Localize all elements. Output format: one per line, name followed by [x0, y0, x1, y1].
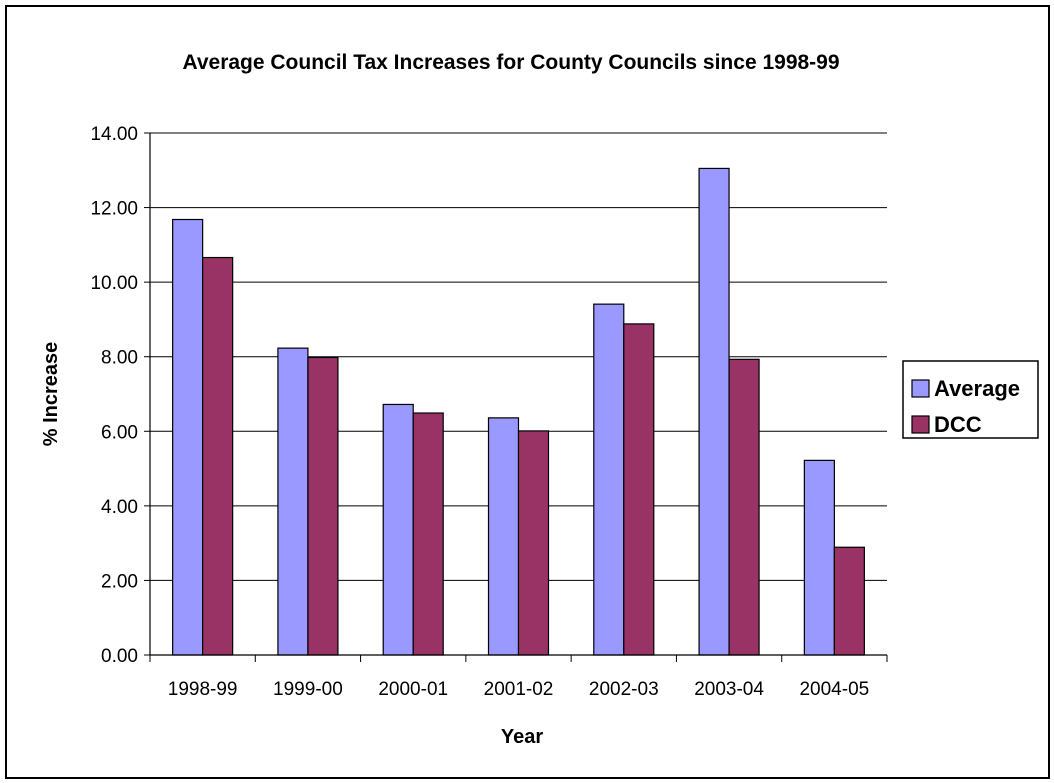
bar-average-1999-00: [277, 347, 309, 656]
legend-label-average: Average: [934, 376, 1020, 401]
x-tick-label: 2003-04: [694, 679, 764, 700]
x-tick-label: 2001-02: [484, 679, 554, 700]
x-axis-label: Year: [501, 726, 543, 748]
legend-swatch-average: [911, 379, 930, 398]
legend-items: Average DCC: [911, 376, 1020, 437]
y-tick-labels: 0.00 2.00 4.00 6.00 8.00 10.00 12.00 14.00: [90, 124, 138, 667]
bar-average-2002-03: [593, 303, 625, 656]
x-tick-labels: 1998-99 1999-00 2000-01 2001-02 2002-03 2003-…: [168, 679, 869, 700]
bar-average-2004-05: [803, 459, 835, 656]
axes: [144, 132, 888, 662]
bar-average-2003-04: [698, 167, 730, 656]
bar-dcc-2002-03: [623, 323, 655, 656]
y-tick-label: 10.00: [90, 273, 138, 294]
gridlines: [150, 132, 887, 581]
bar-dcc-1999-00: [307, 356, 339, 656]
y-tick-label: 2.00: [101, 571, 138, 592]
y-tick-label: 0.00: [101, 646, 138, 667]
x-tick-label: 2002-03: [589, 679, 659, 700]
bar-dcc-2000-01: [412, 412, 444, 656]
x-tick-label: 1999-00: [273, 679, 343, 700]
legend: Average DCC: [902, 360, 1039, 439]
x-tick-label: 2000-01: [378, 679, 448, 700]
y-tick-label: 6.00: [101, 422, 138, 443]
x-tick-label: 1998-99: [168, 679, 238, 700]
bar-average-2000-01: [382, 403, 414, 656]
y-tick-label: 12.00: [90, 199, 138, 220]
legend-swatch-dcc: [911, 415, 930, 434]
bar-average-2001-02: [487, 417, 520, 656]
bar-average-1998-99: [172, 218, 204, 656]
y-tick-label: 8.00: [101, 348, 138, 369]
bar-dcc-2004-05: [833, 546, 865, 656]
legend-label-dcc: DCC: [934, 412, 982, 437]
bar-dcc-2003-04: [728, 358, 760, 656]
y-axis-label: % Increase: [40, 342, 62, 447]
chart-title: Average Council Tax Increases for County…: [182, 51, 839, 74]
y-tick-label: 4.00: [101, 497, 138, 518]
bar-dcc-1998-99: [202, 256, 234, 656]
bars: [172, 167, 865, 656]
y-tick-label: 14.00: [90, 124, 138, 145]
x-tick-label: 2004-05: [799, 679, 869, 700]
bar-dcc-2001-02: [517, 430, 550, 656]
